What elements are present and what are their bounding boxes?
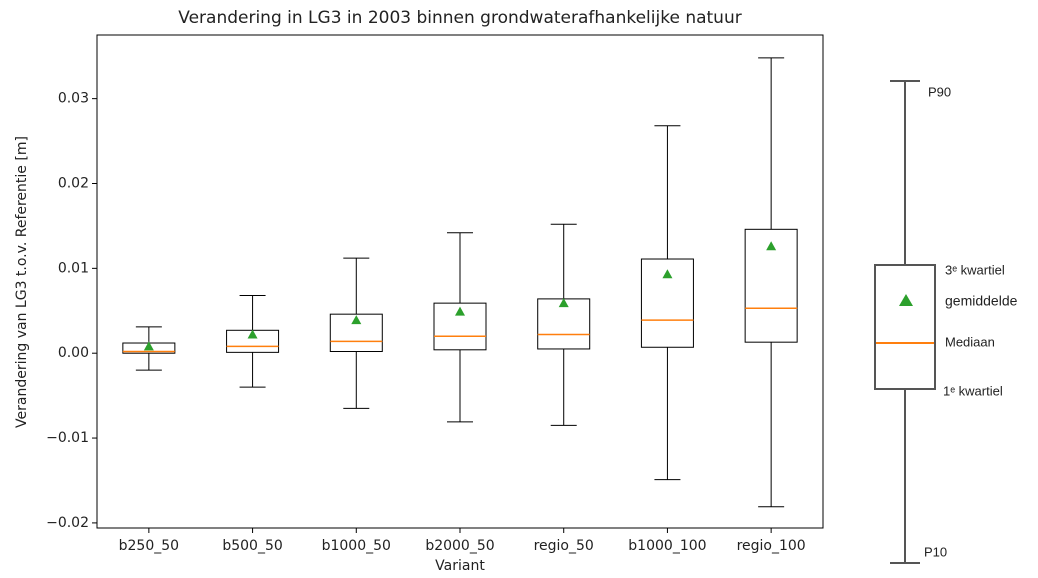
x-tick-label: b1000_50 xyxy=(322,538,391,554)
legend-mean xyxy=(899,294,913,306)
x-tick-label: regio_50 xyxy=(534,538,594,554)
mean-marker xyxy=(143,341,154,351)
legend-text: 3ᵉ kwartiel xyxy=(945,262,1005,277)
mean-marker xyxy=(351,315,362,325)
legend-text: P10 xyxy=(924,544,947,559)
box xyxy=(433,302,487,351)
legend-diagram: P90 3ᵉ kwartiel gemiddelde Mediaan 1ᵉ kw… xyxy=(874,80,1018,564)
legend-text: 1ᵉ kwartiel xyxy=(943,383,1003,398)
x-tick-label: b250_50 xyxy=(119,538,179,554)
mean-marker xyxy=(766,241,777,251)
y-tick-label: 0.03 xyxy=(58,91,89,107)
y-tick-label: −0.01 xyxy=(46,430,89,446)
legend-box xyxy=(874,264,936,390)
y-tick-label: 0.02 xyxy=(58,175,89,191)
x-tick-label: regio_100 xyxy=(737,538,806,554)
chart-title: Verandering in LG3 in 2003 binnen grondw… xyxy=(178,8,741,28)
x-axis-label: Variant xyxy=(435,558,485,574)
mean-marker xyxy=(455,306,465,316)
y-axis-label: Verandering van LG3 t.o.v. Referentie [m… xyxy=(14,136,30,428)
legend-text: P90 xyxy=(928,84,951,99)
box xyxy=(640,258,694,348)
x-tick-label: b1000_100 xyxy=(628,538,706,554)
box xyxy=(744,228,798,343)
box xyxy=(329,313,383,353)
legend-text: gemiddelde xyxy=(945,293,1018,309)
y-tick-label: −0.02 xyxy=(46,515,89,531)
y-tick-label: 0.00 xyxy=(58,345,89,361)
x-tick-label: b2000_50 xyxy=(425,538,494,554)
x-tick-label: b500_50 xyxy=(222,538,282,554)
legend-text: Mediaan xyxy=(945,334,995,349)
mean-marker xyxy=(558,298,569,308)
mean-marker xyxy=(662,269,673,279)
y-tick-label: 0.01 xyxy=(58,260,89,276)
mean-marker xyxy=(247,329,258,339)
